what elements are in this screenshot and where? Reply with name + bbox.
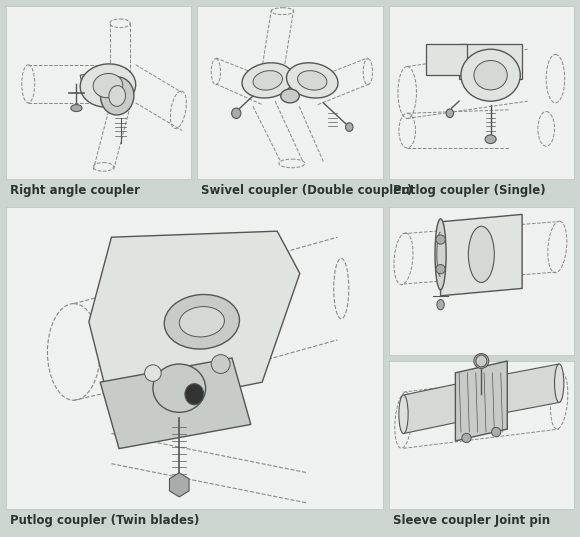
Ellipse shape xyxy=(109,85,125,106)
Polygon shape xyxy=(481,364,559,417)
Text: Putlog coupler (Single): Putlog coupler (Single) xyxy=(393,184,545,197)
Circle shape xyxy=(474,353,489,368)
Ellipse shape xyxy=(399,395,408,433)
Ellipse shape xyxy=(346,123,353,132)
Bar xyxy=(197,6,383,179)
Circle shape xyxy=(436,265,445,274)
Polygon shape xyxy=(89,231,300,412)
Ellipse shape xyxy=(485,135,496,143)
Ellipse shape xyxy=(474,61,508,90)
Ellipse shape xyxy=(435,219,446,290)
Ellipse shape xyxy=(231,108,241,119)
Ellipse shape xyxy=(281,89,299,103)
Ellipse shape xyxy=(93,74,123,98)
Ellipse shape xyxy=(554,364,564,402)
Ellipse shape xyxy=(298,71,327,90)
Text: Right angle coupler: Right angle coupler xyxy=(10,184,140,197)
Bar xyxy=(389,207,574,355)
Polygon shape xyxy=(100,358,251,448)
Circle shape xyxy=(462,433,471,442)
Polygon shape xyxy=(404,379,481,433)
Ellipse shape xyxy=(100,77,134,115)
Ellipse shape xyxy=(242,63,293,98)
Ellipse shape xyxy=(469,226,494,282)
Bar xyxy=(389,6,574,179)
Ellipse shape xyxy=(253,71,282,90)
Ellipse shape xyxy=(71,105,82,112)
Polygon shape xyxy=(459,44,522,78)
Bar xyxy=(6,207,383,509)
Polygon shape xyxy=(169,473,189,497)
Ellipse shape xyxy=(287,63,338,98)
Polygon shape xyxy=(441,214,522,296)
Ellipse shape xyxy=(437,300,444,310)
Ellipse shape xyxy=(461,49,520,101)
Text: Sleeve coupler Joint pin: Sleeve coupler Joint pin xyxy=(393,514,550,527)
Polygon shape xyxy=(80,68,132,99)
Polygon shape xyxy=(455,361,508,441)
Ellipse shape xyxy=(179,307,224,337)
Ellipse shape xyxy=(153,364,206,412)
Text: Swivel coupler (Double coupler): Swivel coupler (Double coupler) xyxy=(201,184,413,197)
Text: Putlog coupler (Twin blades): Putlog coupler (Twin blades) xyxy=(10,514,200,527)
Bar xyxy=(389,361,574,509)
Ellipse shape xyxy=(446,109,454,118)
Polygon shape xyxy=(426,44,466,75)
Ellipse shape xyxy=(80,64,136,107)
Bar xyxy=(6,6,191,179)
Circle shape xyxy=(436,235,445,244)
Circle shape xyxy=(491,427,501,437)
Circle shape xyxy=(144,365,161,381)
Circle shape xyxy=(211,354,230,373)
Ellipse shape xyxy=(185,383,204,405)
Ellipse shape xyxy=(164,294,240,349)
